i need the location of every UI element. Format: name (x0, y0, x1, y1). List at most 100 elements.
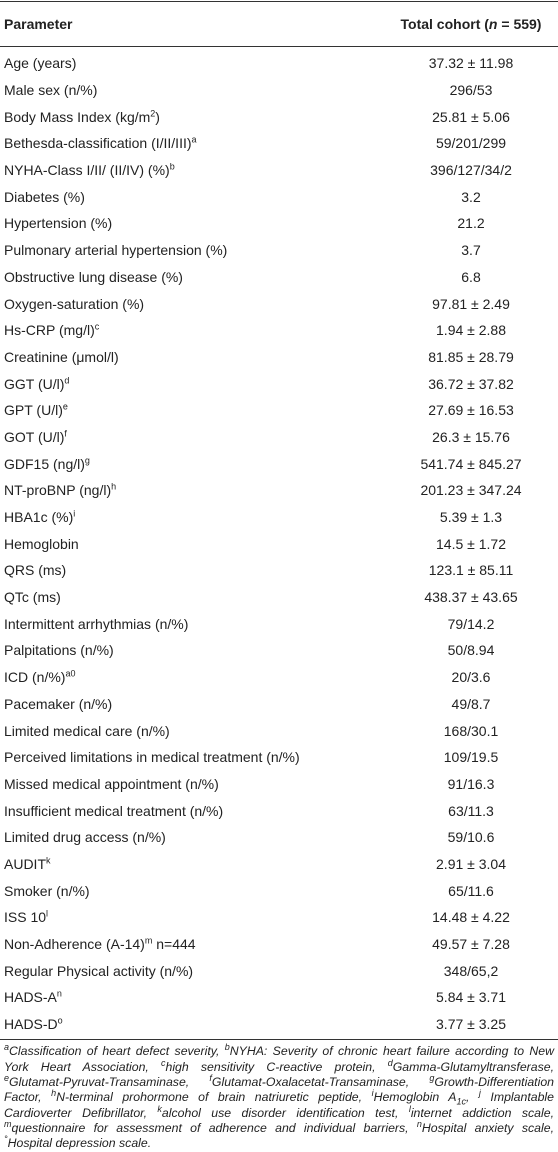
label-text: Age (years) (4, 55, 77, 72)
label-text: NYHA-Class I/II/ (II/IV) (%) (4, 162, 170, 179)
label-cell: Pulmonary arterial hypertension (%) (0, 242, 384, 258)
label-cell: Missed medical appointment (n/%) (0, 776, 384, 792)
table-row: Male sex (n/%) 296/53 (0, 77, 558, 104)
superscript: h (51, 1088, 57, 1099)
header-text: n (488, 16, 498, 32)
table-row: Bethesda-classification (I/II/III)a 59/20… (0, 130, 558, 157)
superscript: f (209, 1072, 212, 1083)
table-row: Pulmonary arterial hypertension (%) 3.7 (0, 237, 558, 264)
label-cell: QTc (ms) (0, 589, 384, 605)
superscript: d (387, 1057, 393, 1068)
footnote-text: Glutamat-Oxalacetat-Transaminase, (211, 1075, 430, 1090)
label-cell: Limited medical care (n/%) (0, 723, 384, 739)
label-cell: Age (years) (0, 55, 384, 71)
table-row: Pacemaker (n/%) 49/8.7 (0, 691, 558, 718)
label-text: QTc (ms) (4, 589, 61, 606)
superscript: l (408, 1103, 411, 1114)
label-text: AUDIT (4, 855, 46, 872)
label-cell: GGT (U/l)d (0, 374, 384, 392)
label-cell: Perceived limitations in medical treatme… (0, 749, 384, 765)
table-row: GPT (U/l)e 27.69 ± 16.53 (0, 397, 558, 424)
label-cell: Diabetes (%) (0, 189, 384, 205)
label-text: GOT (U/l) (4, 428, 65, 445)
label-cell: Oxygen-saturation (%) (0, 296, 384, 312)
value-cell: 21.2 (457, 215, 485, 232)
footnote-text: Hospital anxiety scale, (421, 1120, 554, 1135)
table-row: Age (years) 37.32 ± 11.98 (0, 50, 558, 77)
label-cell: Limited drug access (n/%) (0, 829, 384, 845)
table-row: Hemoglobin 14.5 ± 1.72 (0, 530, 558, 557)
superscript: a (191, 134, 197, 145)
value-cell: 201.23 ± 347.24 (420, 482, 522, 499)
table-row: ICD (n/%)a0 20/3.6 (0, 664, 558, 691)
footnote-text: questionnaire for assessment of adherenc… (11, 1120, 417, 1135)
header-text: Total cohort ( (400, 16, 489, 32)
label-text: Missed medical appointment (n/%) (4, 775, 219, 792)
label-text: Hypertension (%) (4, 215, 113, 232)
table-row: Obstructive lung disease (%) 6.8 (0, 264, 558, 291)
value-cell: 14.5 ± 1.72 (436, 535, 506, 552)
table-row: Palpitations (n/%) 50/8.94 (0, 637, 558, 664)
label-text: Creatinine (μmol/l) (4, 348, 119, 365)
label-cell: ICD (n/%)a0 (0, 669, 384, 685)
footnote-text: internet addiction scale, (410, 1105, 555, 1120)
label-text: Non-Adherence (A-14) (4, 936, 145, 953)
label-cell: Palpitations (n/%) (0, 642, 384, 658)
table-row: Diabetes (%) 3.2 (0, 183, 558, 210)
label-text: Intermittent arrhythmias (n/%) (4, 615, 189, 632)
table-row: GDF15 (ng/l)g 541.74 ± 845.27 (0, 450, 558, 477)
label-cell: AUDITk (0, 856, 384, 872)
superscript: e (4, 1072, 10, 1083)
value-cell: 3.2 (461, 188, 481, 205)
footnote-text: Glutamat-Pyruvat-Transaminase, (9, 1075, 210, 1090)
value-cell: 109/19.5 (443, 749, 499, 766)
label-cell: NYHA-Class I/II/ (II/IV) (%)b (0, 162, 384, 178)
table-row: NT-proBNP (ng/l)h 201.23 ± 347.24 (0, 477, 558, 504)
superscript: d (64, 374, 70, 385)
value-cell: 14.48 ± 4.22 (432, 909, 510, 926)
label-cell: HBA1c (%)i (0, 509, 384, 525)
value-cell: 25.81 ± 5.06 (432, 108, 510, 125)
label-text: Obstructive lung disease (%) (4, 268, 183, 285)
label-text: Perceived limitations in medical treatme… (4, 749, 300, 766)
label-text: Pacemaker (n/%) (4, 695, 113, 712)
footnote-text: Classification of heart defect severity, (9, 1044, 225, 1059)
label-text: Limited medical care (n/%) (4, 722, 170, 739)
table-row: QRS (ms) 123.1 ± 85.11 (0, 557, 558, 584)
label-text: NT-proBNP (ng/l) (4, 482, 112, 499)
superscript: m (144, 935, 153, 946)
superscript: i (371, 1088, 374, 1099)
value-cell: 59/10.6 (447, 829, 495, 846)
label-text: Diabetes (%) (4, 188, 85, 205)
value-cell: 49/8.7 (451, 695, 491, 712)
value-cell: 296/53 (449, 82, 493, 99)
value-cell: 65/11.6 (448, 882, 494, 899)
header-row: Parameter Total cohort (n = 559) (0, 1, 558, 47)
label-text: GGT (U/l) (4, 375, 65, 392)
table-row: NYHA-Class I/II/ (II/IV) (%)b 396/127/34/… (0, 157, 558, 184)
value-cell: 37.32 ± 11.98 (428, 55, 514, 72)
superscript: 2 (150, 108, 156, 119)
label-cell: Hs-CRP (mg/l)c (0, 322, 384, 338)
value-cell: 81.85 ± 28.79 (428, 348, 514, 365)
value-cell: 2.91 ± 3.04 (436, 855, 506, 872)
superscript: i (73, 508, 76, 519)
value-cell: 5.84 ± 3.71 (436, 989, 506, 1006)
value-cell: 3.7 (461, 242, 481, 259)
label-cell: HADS-An (0, 989, 384, 1005)
table-row: Perceived limitations in medical treatme… (0, 744, 558, 771)
value-cell: 63/11.3 (448, 802, 494, 819)
superscript: k (157, 1103, 162, 1114)
table-row: HADS-An 5.84 ± 3.71 (0, 984, 558, 1011)
value-cell: 6.8 (461, 268, 481, 285)
label-cell: QRS (ms) (0, 562, 384, 578)
label-cell: Non-Adherence (A-14)m n=444 (0, 936, 384, 952)
label-text: GPT (U/l) (4, 402, 63, 419)
superscript: c (94, 321, 100, 332)
label-cell: Regular Physical activity (n/%) (0, 963, 384, 979)
label-cell: Creatinine (μmol/l) (0, 349, 384, 365)
superscript: c (160, 1057, 166, 1068)
table-row: Body Mass Index (kg/m2) 25.81 ± 5.06 (0, 103, 558, 130)
label-cell: Hemoglobin (0, 536, 384, 552)
label-cell: GOT (U/l)f (0, 429, 384, 445)
